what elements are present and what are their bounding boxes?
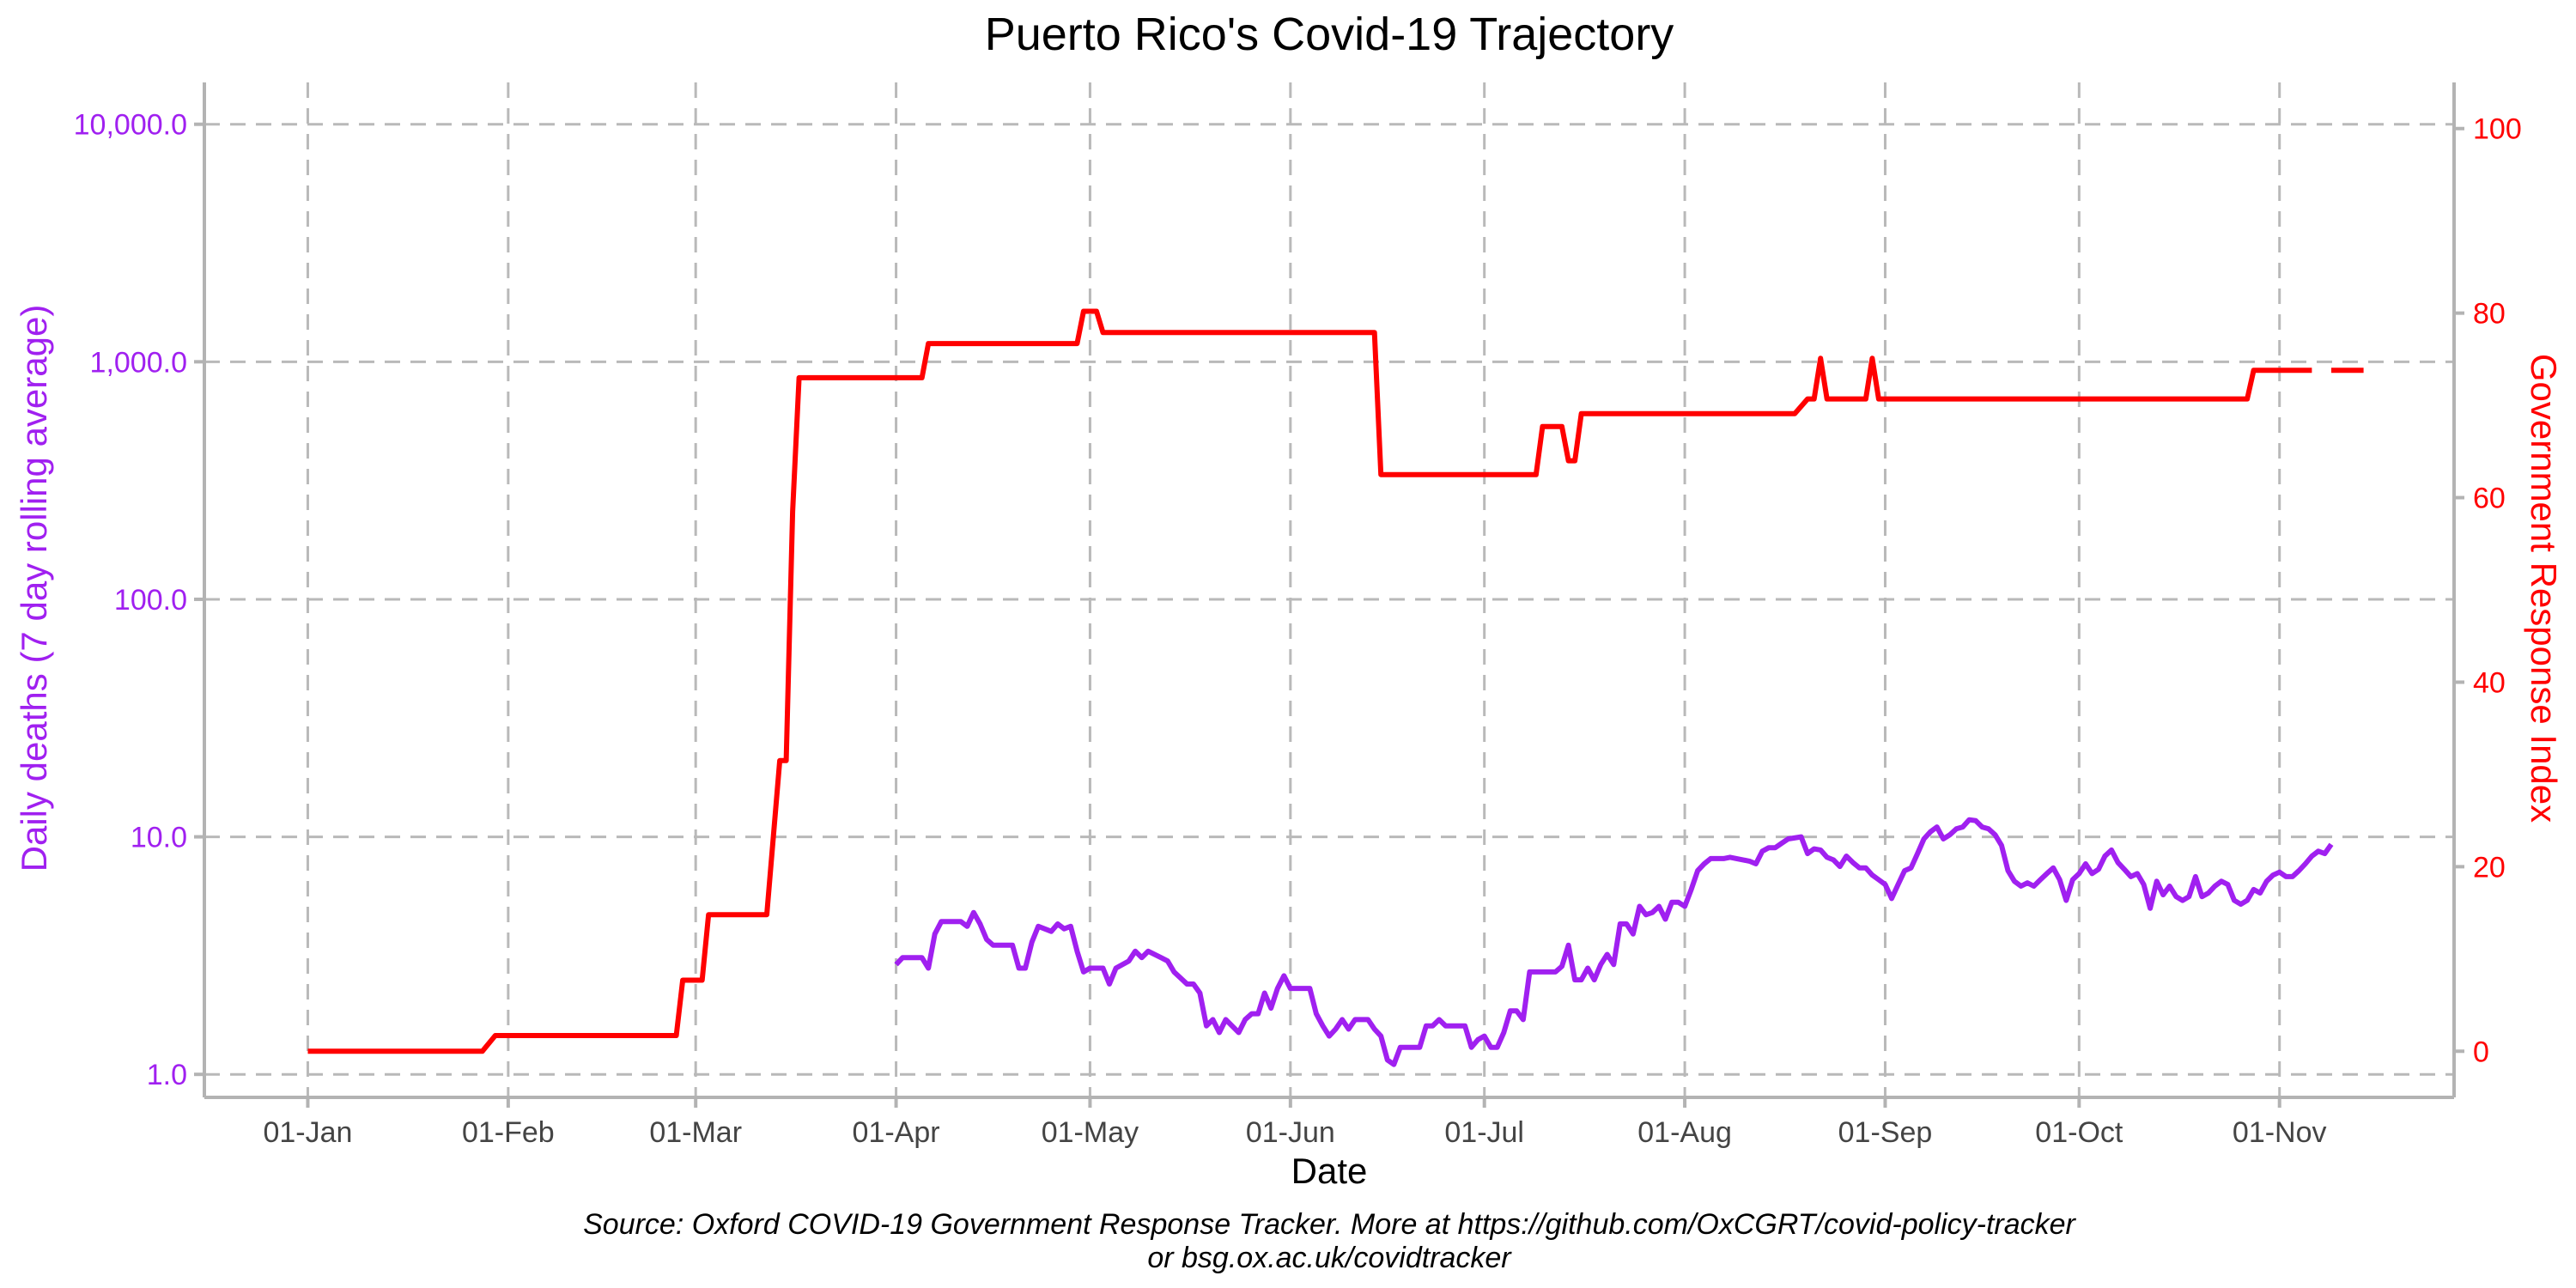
x-tick-label: 01-May: [1042, 1116, 1139, 1149]
x-tick-label: 01-Apr: [853, 1116, 940, 1149]
y-right-tick-label: 40: [2473, 666, 2506, 699]
x-axis-title: Date: [1291, 1151, 1368, 1191]
x-tick-label: 01-Oct: [2035, 1116, 2123, 1149]
series-lines: [307, 308, 2364, 1067]
axes: [194, 82, 2464, 1108]
source-caption-line-1: Source: Oxford COVID-19 Government Respo…: [583, 1208, 2076, 1241]
y-left-tick-label: 10.0: [131, 822, 187, 854]
y-right-tick-label: 100: [2473, 113, 2522, 146]
tick-labels: 01-Jan 01-Feb 01-Mar 01-Apr 01-May 01-Jun 01-J…: [74, 109, 2522, 1149]
y-left-tick-label: 100.0: [114, 584, 187, 617]
x-tick-label: 01-Nov: [2233, 1116, 2327, 1149]
source-caption-line-2: or bsg.ox.ac.uk/covidtracker: [1147, 1242, 1512, 1274]
y-left-tick-label: 1,000.0: [90, 346, 187, 379]
x-tick-label: 01-Mar: [649, 1116, 742, 1149]
x-tick-label: 01-Sep: [1838, 1116, 1933, 1149]
y-left-axis-title: Daily deaths (7 day rolling average): [14, 305, 54, 872]
y-left-tick-label: 1.0: [147, 1059, 187, 1091]
y-right-tick-label: 20: [2473, 851, 2506, 884]
x-tick-label: 01-Jul: [1444, 1116, 1524, 1149]
gridlines: [204, 82, 2454, 1097]
y-right-tick-label: 80: [2473, 298, 2506, 331]
y-right-tick-label: 60: [2473, 483, 2506, 515]
x-tick-label: 01-Jan: [263, 1116, 352, 1149]
x-tick-label: 01-Feb: [462, 1116, 555, 1149]
y-right-axis-title: Government Response Index: [2524, 354, 2564, 823]
response-index-line-segment-1: [307, 308, 2312, 1054]
y-left-tick-label: 10,000.0: [74, 109, 187, 142]
y-right-tick-label: 0: [2473, 1036, 2489, 1068]
x-tick-label: 01-Jun: [1246, 1116, 1335, 1149]
x-tick-label: 01-Aug: [1637, 1116, 1732, 1149]
chart-title: Puerto Rico's Covid-19 Trajectory: [985, 9, 1674, 60]
deaths-line-segment-1: [894, 817, 2334, 1067]
